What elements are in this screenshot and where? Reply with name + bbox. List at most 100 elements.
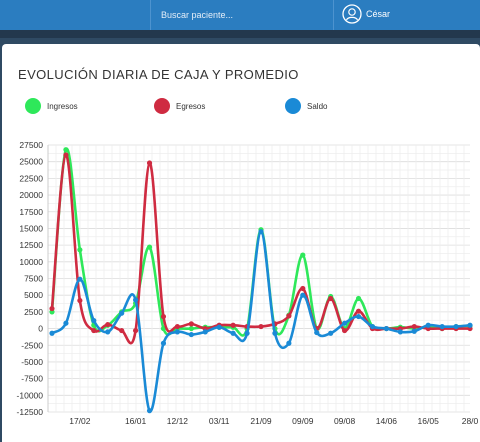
data-point-saldo xyxy=(77,276,83,282)
y-tick-label: 15000 xyxy=(19,223,43,233)
data-point-egresos xyxy=(188,321,194,327)
data-point-egresos xyxy=(286,313,292,319)
data-point-saldo xyxy=(133,297,139,303)
user-circle-icon[interactable] xyxy=(342,4,362,24)
y-tick-label: 2500 xyxy=(24,307,43,317)
data-point-egresos xyxy=(411,323,417,330)
y-tick-label: 20000 xyxy=(19,190,43,200)
x-tick-label: 09/09 xyxy=(292,416,314,426)
data-point-saldo xyxy=(467,322,473,328)
data-point-saldo xyxy=(105,329,111,335)
y-tick-label: 10000 xyxy=(19,257,43,267)
data-point-saldo xyxy=(202,329,208,335)
line-chart: 2750025000225002000017500150001250010000… xyxy=(17,140,479,426)
data-point-egresos xyxy=(160,313,167,320)
data-point-egresos xyxy=(146,160,153,166)
data-point-saldo xyxy=(160,340,167,346)
data-point-egresos xyxy=(300,285,306,292)
x-tick-label: 09/08 xyxy=(334,416,356,426)
data-point-egresos xyxy=(77,297,83,304)
y-tick-label: 22500 xyxy=(19,173,43,183)
data-point-egresos xyxy=(355,308,362,314)
data-point-ingresos xyxy=(63,147,69,153)
data-point-saldo xyxy=(174,329,180,335)
data-point-ingresos xyxy=(300,252,306,258)
x-tick-label: 16/01 xyxy=(125,416,147,426)
data-point-saldo xyxy=(63,320,69,326)
search-box xyxy=(150,0,334,30)
data-point-ingresos xyxy=(146,244,153,250)
data-point-saldo xyxy=(397,329,403,335)
y-tick-label: -10000 xyxy=(17,390,44,400)
data-point-saldo xyxy=(439,323,445,330)
data-point-saldo xyxy=(49,330,55,336)
data-point-egresos xyxy=(105,321,111,328)
data-point-saldo xyxy=(369,323,376,330)
data-point-egresos xyxy=(174,323,180,330)
data-point-saldo xyxy=(146,408,153,414)
x-tick-label: 16/05 xyxy=(418,416,440,426)
data-point-egresos xyxy=(49,305,55,312)
legend-dot-ingresos xyxy=(25,98,41,114)
search-input[interactable] xyxy=(159,6,333,24)
data-point-saldo xyxy=(272,330,278,336)
data-point-saldo xyxy=(286,340,292,346)
x-tick-label: 03/11 xyxy=(209,416,230,426)
x-tick-label: 21/09 xyxy=(250,416,272,426)
data-point-saldo xyxy=(425,322,431,328)
data-point-saldo xyxy=(258,229,264,235)
data-point-saldo xyxy=(328,330,334,336)
y-tick-label: 0 xyxy=(38,324,43,334)
data-point-egresos xyxy=(63,152,69,158)
data-point-egresos xyxy=(328,295,334,302)
user-name[interactable]: César xyxy=(366,9,391,19)
data-point-saldo xyxy=(342,320,348,326)
data-point-saldo xyxy=(383,325,389,332)
data-point-egresos xyxy=(133,327,139,334)
y-tick-label: -2500 xyxy=(21,340,43,350)
y-tick-label: 12500 xyxy=(19,240,43,250)
data-point-saldo xyxy=(230,330,236,336)
data-point-egresos xyxy=(258,323,264,330)
y-tick-label: -5000 xyxy=(21,357,43,367)
data-point-egresos xyxy=(342,327,348,334)
data-point-ingresos xyxy=(355,295,362,302)
legend-label-saldo: Saldo xyxy=(307,102,328,111)
x-tick-label: 12/12 xyxy=(167,416,189,426)
series-line-ingresos xyxy=(50,147,471,337)
data-point-saldo xyxy=(355,313,362,320)
sub-bar xyxy=(0,30,480,38)
data-point-egresos xyxy=(230,322,236,328)
data-point-saldo xyxy=(411,328,417,334)
data-point-saldo xyxy=(244,330,250,336)
top-bar: César xyxy=(0,0,480,30)
data-point-saldo xyxy=(91,317,97,324)
legend-label-ingresos: Ingresos xyxy=(47,102,78,111)
data-point-ingresos xyxy=(188,325,194,332)
data-point-saldo xyxy=(314,329,320,336)
legend-dot-saldo xyxy=(285,98,301,114)
data-point-egresos xyxy=(119,327,125,334)
y-tick-label: 5000 xyxy=(24,290,43,300)
data-point-egresos xyxy=(91,327,97,334)
data-point-ingresos xyxy=(77,247,83,253)
data-point-saldo xyxy=(216,324,222,330)
y-tick-label: -12500 xyxy=(17,407,44,417)
data-point-saldo xyxy=(453,323,459,330)
series-line-egresos xyxy=(50,153,470,345)
y-tick-label: 17500 xyxy=(19,207,43,217)
data-point-saldo xyxy=(300,292,306,298)
data-point-saldo xyxy=(188,331,194,338)
legend-dot-egresos xyxy=(154,98,170,114)
y-tick-label: 27500 xyxy=(19,140,43,150)
series-line-saldo xyxy=(51,230,471,413)
x-tick-label: 17/02 xyxy=(69,416,91,426)
user-menu[interactable]: César xyxy=(340,0,480,30)
x-tick-label: 28/0 xyxy=(462,416,479,426)
y-tick-label: 7500 xyxy=(24,274,43,284)
legend-label-egresos: Egresos xyxy=(176,102,206,111)
data-point-saldo xyxy=(119,310,125,316)
x-tick-label: 14/06 xyxy=(376,416,398,426)
card-title: EVOLUCIÓN DIARIA DE CAJA Y PROMEDIO xyxy=(18,67,299,82)
y-tick-label: 25000 xyxy=(19,157,43,167)
